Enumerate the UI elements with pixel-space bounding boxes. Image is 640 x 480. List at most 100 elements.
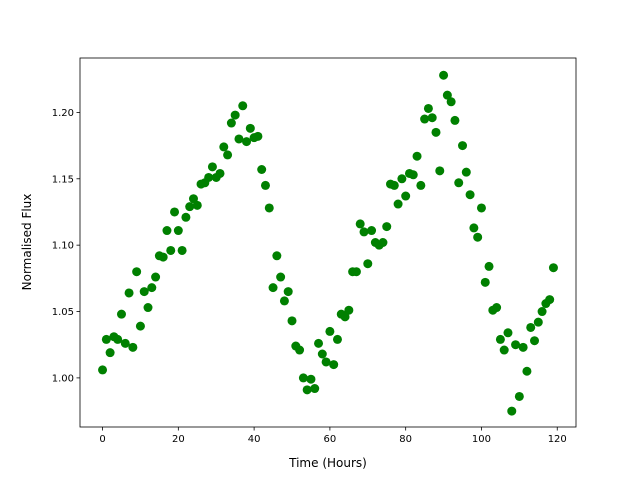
y-tick-label: 1.15 [52,174,74,185]
point [185,202,195,212]
point [548,263,558,273]
point [431,127,441,137]
point [215,168,225,178]
point [260,180,270,190]
point [401,191,411,201]
x-tick-label: 40 [248,434,261,445]
point [363,259,373,269]
point [219,142,229,152]
point [450,115,460,125]
point [268,283,278,293]
point [98,365,108,375]
y-tick-label: 1.05 [52,307,74,318]
x-tick-label: 20 [172,434,185,445]
point [355,219,365,229]
point [188,194,198,204]
point [378,238,388,247]
point [306,374,316,384]
point [423,103,433,113]
point [340,312,350,322]
y-tick-label: 1.10 [52,241,74,252]
point [367,226,377,236]
point [389,180,399,190]
point [511,340,521,350]
point [158,252,168,262]
x-tick-label: 60 [324,434,337,445]
point [537,307,547,317]
x-tick-label: 120 [548,434,567,445]
point [173,226,183,236]
point [257,164,267,174]
point [135,321,145,331]
point [393,199,403,209]
point [359,227,369,237]
point [495,334,505,344]
y-axis-label: Normalised Flux [20,194,34,291]
point [503,328,513,338]
point [499,345,509,355]
point [332,334,342,344]
point [317,349,327,359]
x-tick-label: 0 [99,434,105,445]
point [454,178,464,188]
point [435,166,445,176]
point [166,245,176,255]
point [242,137,252,147]
point [151,272,161,282]
point [139,287,149,297]
point [276,272,286,282]
point [147,283,157,293]
x-axis-label: Time (Hours) [288,456,367,470]
point [465,190,475,200]
point [234,134,244,144]
point [446,97,456,107]
point [298,373,308,383]
point [132,267,142,277]
point [128,342,138,352]
y-tick-label: 1.20 [52,108,74,119]
point [416,180,426,190]
point [279,296,289,306]
point [329,360,339,370]
point [514,391,524,401]
point [533,317,543,327]
point [192,200,202,210]
point [170,207,180,217]
point [253,131,263,141]
point [302,385,312,395]
point [113,334,123,344]
point [473,232,483,242]
point [427,113,437,123]
point [264,203,274,213]
x-tick-label: 100 [472,434,491,445]
point [287,316,297,326]
point [530,336,540,346]
point [283,287,293,297]
point [314,338,324,348]
point [518,342,528,352]
point [101,334,111,344]
point [204,172,214,182]
point [162,226,172,236]
point [143,303,153,313]
point [310,384,320,394]
point [408,170,418,180]
point [325,326,335,336]
point [461,167,471,177]
point [522,366,532,376]
plot-frame [79,57,577,428]
point [181,212,191,222]
point [177,245,187,255]
point [226,118,236,128]
point [439,70,449,80]
point [492,303,502,313]
point [382,222,392,232]
point [442,90,452,100]
point [120,338,130,348]
point [458,141,468,151]
point [480,277,490,287]
point [351,267,361,277]
point [420,114,430,124]
point [272,251,282,261]
